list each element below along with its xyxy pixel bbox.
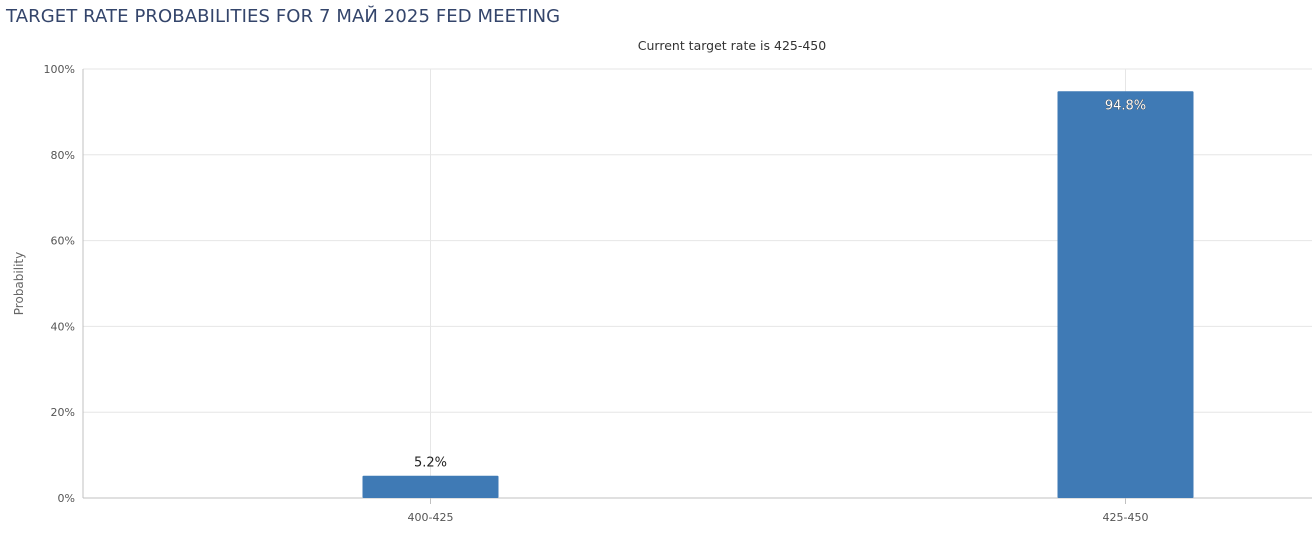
bar-425-450 [1057,91,1194,499]
y-tick-label: 40% [51,320,75,333]
labels: 5.2% 94.8% [414,98,1146,471]
y-tick-label: 100% [44,63,75,76]
chart-title: TARGET RATE PROBABILITIES FOR 7 МАЙ 2025… [6,6,561,27]
bars [362,91,1194,499]
data-label: 94.8% [1105,98,1146,113]
y-tick-label: 0% [58,492,75,505]
data-label: 5.2% [414,456,447,471]
bar-400-425 [362,475,499,498]
y-axis-title: Probability [12,252,26,315]
chart-subtitle: Current target rate is 425-450 [637,38,827,53]
y-tick-label: 20% [51,406,75,419]
x-tick-label: 425-450 [1103,511,1149,524]
x-tick-label: 400-425 [408,511,454,524]
y-tick-label: 80% [51,149,75,162]
y-tick-label: 60% [51,235,75,248]
